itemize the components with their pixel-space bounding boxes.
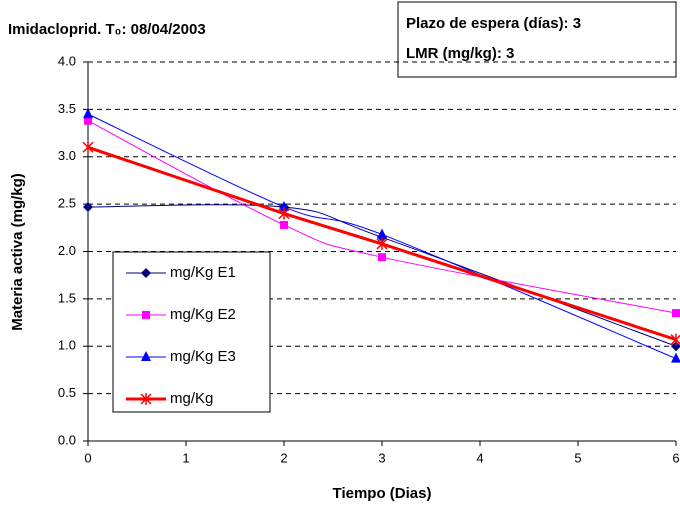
marker (278, 207, 290, 220)
x-tick-label: 4 (476, 450, 483, 465)
annotation-box (397, 1, 677, 78)
marker (377, 228, 387, 239)
legend-label: mg/Kg (170, 390, 213, 407)
x-tick-label: 0 (84, 450, 91, 465)
annotation: Plazo de espera (días): 3 (406, 15, 581, 32)
y-tick-label: 2.0 (58, 243, 76, 258)
marker (671, 352, 680, 363)
marker (671, 341, 680, 352)
y-tick-label: 4.0 (58, 53, 76, 68)
legend-label: mg/Kg E3 (170, 348, 236, 365)
x-axis-label: Tiempo (Dias) (333, 485, 432, 502)
legend-marker (142, 311, 150, 319)
x-tick-label: 2 (280, 450, 287, 465)
marker (672, 309, 680, 318)
x-tick-label: 6 (672, 450, 679, 465)
x-tick-label: 3 (378, 450, 385, 465)
marker (83, 108, 93, 119)
y-tick-label: 1.0 (58, 338, 76, 353)
marker (84, 116, 92, 125)
y-tick-label: 3.0 (58, 148, 76, 163)
y-tick-label: 0.5 (58, 385, 76, 400)
marker (279, 200, 289, 211)
marker (280, 220, 288, 229)
y-tick-label: 0.0 (58, 432, 76, 447)
y-tick-label: 1.5 (58, 290, 76, 305)
annotation: LMR (mg/kg): 3 (406, 45, 514, 62)
legend-label: mg/Kg E2 (170, 306, 236, 323)
chart-title: Imidacloprid. T₀: 08/04/2003 (8, 21, 206, 38)
y-tick-label: 2.5 (58, 196, 76, 211)
legend (112, 251, 271, 413)
marker (82, 141, 94, 154)
marker (83, 201, 93, 212)
legend-marker (141, 351, 151, 361)
legend-marker (140, 393, 152, 405)
series-line (87, 113, 677, 360)
y-axis-label: Materia activa (mg/kg) (9, 173, 26, 331)
legend-marker (141, 268, 151, 278)
marker (376, 237, 388, 250)
marker (670, 333, 680, 346)
x-tick-label: 1 (182, 450, 189, 465)
series-line (87, 120, 677, 314)
legend-label: mg/Kg E1 (170, 264, 236, 281)
marker (378, 253, 386, 262)
series-line (87, 145, 677, 342)
y-tick-label: 3.5 (58, 101, 76, 116)
x-tick-label: 5 (574, 450, 581, 465)
